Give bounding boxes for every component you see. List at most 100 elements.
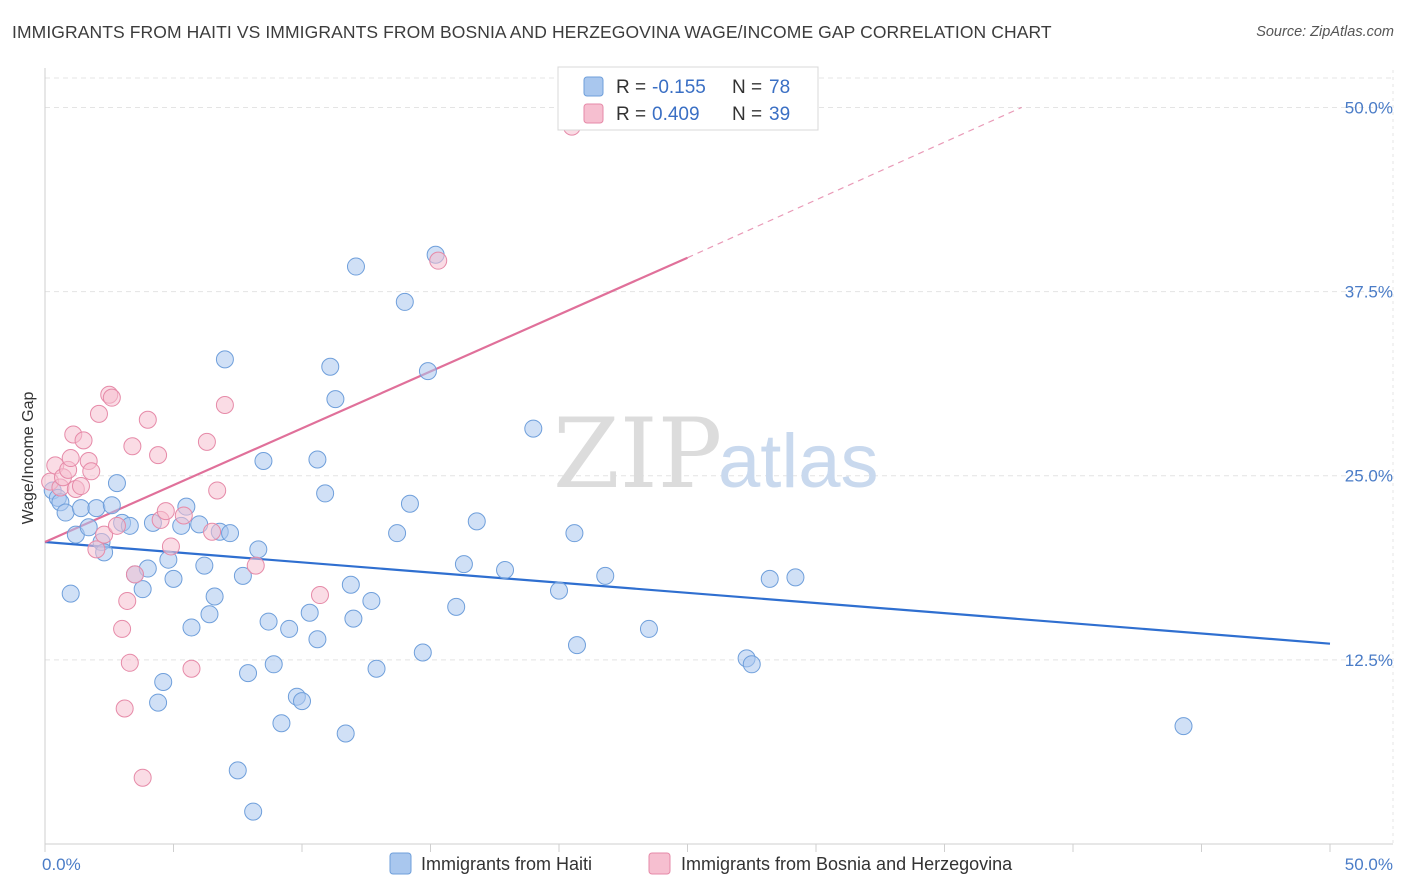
- point-bosnia-35: [215, 396, 234, 415]
- point-haiti-22: [164, 569, 183, 588]
- point-haiti-32: [221, 524, 240, 543]
- source-credit: Source: ZipAtlas.com: [1256, 24, 1394, 40]
- bottom-legend-swatch-bosnia: [648, 852, 671, 875]
- point-bosnia-5: [61, 449, 80, 468]
- point-bosnia-32: [197, 432, 216, 451]
- point-bosnia-28: [156, 502, 175, 521]
- point-bosnia-36: [246, 556, 265, 575]
- chart-title: IMMIGRANTS FROM HAITI VS IMMIGRANTS FROM…: [12, 22, 1052, 42]
- point-bosnia-22: [123, 437, 142, 456]
- trend-lines: [44, 106, 1331, 645]
- axes: [44, 68, 1393, 852]
- y-tick-label-0: 12.5%: [1345, 651, 1393, 670]
- legend-r-value-bosnia: 0.409: [652, 104, 700, 125]
- point-haiti-31: [215, 350, 234, 369]
- point-haiti-53: [344, 609, 363, 628]
- y-tick-labels: 12.5% 25.0% 37.5% 50.0%: [1345, 98, 1393, 669]
- point-haiti-66: [496, 561, 515, 580]
- point-haiti-60: [413, 643, 432, 662]
- point-haiti-19: [149, 693, 168, 712]
- y-tick-label-1: 25.0%: [1345, 467, 1393, 486]
- trend-line-bosnia: [44, 256, 688, 544]
- point-haiti-69: [565, 524, 584, 543]
- point-bosnia-8: [71, 477, 90, 496]
- point-bosnia-26: [149, 446, 168, 465]
- point-haiti-11: [102, 496, 121, 515]
- point-haiti-56: [367, 659, 386, 678]
- legend-r-label-bosnia: R =: [616, 104, 646, 125]
- point-haiti-8: [87, 499, 106, 518]
- legend-n-value-haiti: 78: [769, 77, 790, 98]
- point-haiti-63: [447, 597, 466, 616]
- point-haiti-3: [56, 503, 75, 522]
- point-bosnia-11: [82, 462, 101, 481]
- point-haiti-46: [308, 630, 327, 649]
- point-haiti-20: [154, 672, 173, 691]
- bottom-legend-label-haiti: Immigrants from Haiti: [421, 854, 592, 874]
- legend-n-value-bosnia: 39: [769, 104, 790, 125]
- point-haiti-58: [395, 292, 414, 311]
- legend-n-label-haiti: N =: [732, 77, 762, 98]
- point-haiti-25: [182, 618, 201, 637]
- point-haiti-7: [79, 518, 98, 537]
- point-bosnia-24: [133, 768, 152, 787]
- point-haiti-67: [524, 419, 543, 438]
- point-haiti-44: [293, 692, 311, 711]
- point-haiti-74: [742, 655, 761, 674]
- point-haiti-48: [316, 484, 335, 503]
- point-haiti-57: [388, 524, 407, 543]
- point-haiti-35: [239, 664, 258, 683]
- point-haiti-6: [71, 499, 90, 518]
- x-tick-right: 50.0%: [1345, 855, 1393, 874]
- point-bosnia-21: [120, 653, 139, 672]
- point-haiti-50: [326, 390, 345, 409]
- point-haiti-4: [61, 584, 80, 603]
- legend-n-label-bosnia: N =: [732, 104, 762, 125]
- point-haiti-29: [205, 587, 224, 606]
- point-haiti-65: [467, 512, 486, 531]
- watermark-atlas: atlas: [718, 419, 879, 504]
- point-haiti-39: [259, 612, 278, 631]
- point-bosnia-16: [102, 388, 121, 407]
- point-bosnia-14: [95, 525, 114, 544]
- bottom-legend-label-bosnia: Immigrants from Bosnia and Herzegovina: [681, 854, 1013, 874]
- point-haiti-37: [249, 540, 268, 559]
- point-haiti-28: [200, 605, 219, 624]
- point-bosnia-17: [107, 516, 126, 535]
- point-haiti-55: [362, 591, 381, 610]
- point-bosnia-34: [208, 481, 227, 500]
- point-haiti-38: [254, 452, 273, 470]
- point-bosnia-30: [174, 506, 193, 525]
- point-haiti-45: [300, 603, 319, 622]
- point-haiti-33: [228, 761, 247, 780]
- point-bosnia-9: [74, 431, 93, 450]
- point-bosnia-31: [182, 659, 201, 678]
- point-bosnia-13: [89, 404, 108, 423]
- bottom-legend: Immigrants from Haiti Immigrants from Bo…: [389, 852, 1013, 875]
- point-haiti-77: [1174, 717, 1193, 736]
- watermark-zip: ZIP: [553, 398, 722, 510]
- point-haiti-42: [280, 619, 299, 638]
- y-tick-label-2: 37.5%: [1345, 283, 1393, 302]
- point-haiti-16: [133, 580, 152, 599]
- x-tick-left: 0.0%: [42, 855, 81, 874]
- point-bosnia-20: [118, 591, 137, 610]
- point-bosnia-37: [310, 586, 329, 605]
- y-axis-label: Wage/Income Gap: [20, 392, 37, 525]
- legend-swatch-bosnia: [583, 103, 604, 124]
- point-haiti-61: [418, 362, 437, 381]
- grid-lines: [45, 70, 1394, 844]
- point-haiti-36: [244, 802, 263, 821]
- point-haiti-71: [596, 566, 615, 585]
- point-haiti-40: [264, 655, 283, 674]
- point-bosnia-25: [138, 410, 157, 429]
- point-haiti-70: [567, 636, 586, 655]
- legend-r-value-haiti: -0.155: [652, 77, 706, 98]
- point-haiti-72: [639, 619, 658, 638]
- point-haiti-54: [346, 257, 365, 276]
- point-haiti-27: [195, 556, 214, 575]
- trend-line-haiti: [44, 540, 1331, 645]
- point-bosnia-33: [203, 522, 222, 541]
- point-bosnia-29: [161, 537, 180, 556]
- legend-r-label-haiti: R =: [616, 77, 646, 98]
